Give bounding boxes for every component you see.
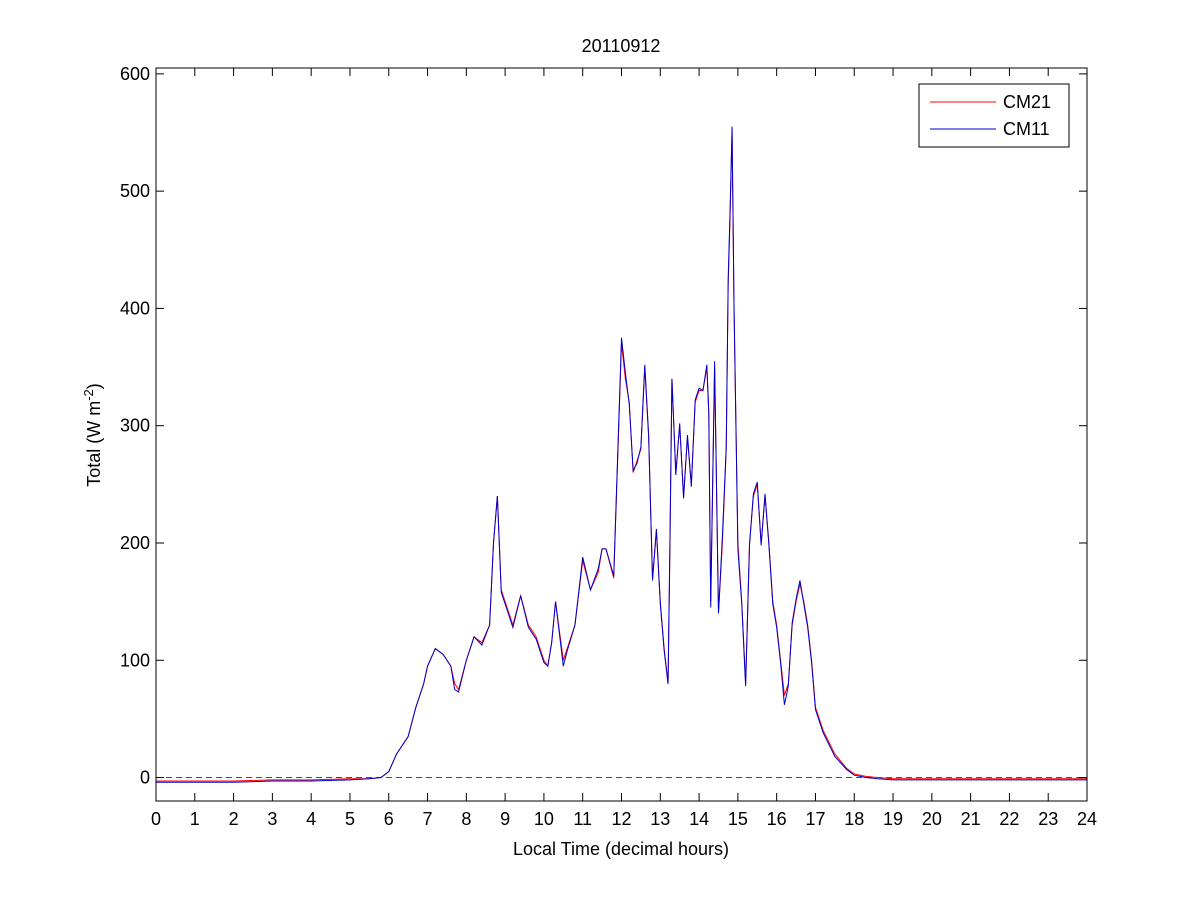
x-tick-label: 1 <box>190 809 200 829</box>
series-line-cm11 <box>156 126 1087 783</box>
x-tick-label: 21 <box>961 809 981 829</box>
x-tick-label: 10 <box>534 809 554 829</box>
x-tick-label: 22 <box>999 809 1019 829</box>
legend-box <box>918 83 1070 148</box>
x-axis-title: Local Time (decimal hours) <box>513 839 729 859</box>
chart-title: 20110912 <box>582 36 661 56</box>
x-tick-label: 4 <box>306 809 316 829</box>
x-tick-label: 6 <box>384 809 394 829</box>
x-tick-label: 14 <box>689 809 709 829</box>
x-tick-label: 23 <box>1038 809 1058 829</box>
tick-layer: 0 1 2 3 4 5 6 7 8 9 10 11 12 13 14 15 16 17 18 19 20 21 22 23 24… <box>120 64 1097 829</box>
x-tick-label: 2 <box>229 809 239 829</box>
plot-background <box>156 68 1087 801</box>
y-axis-title: Total (W m-2) <box>81 383 104 487</box>
y-tick-label: 600 <box>120 64 150 84</box>
x-tick-label: 16 <box>767 809 787 829</box>
x-tick-label: 17 <box>805 809 825 829</box>
x-tick-label: 12 <box>611 809 631 829</box>
legend-label-cm11: CM11 <box>1003 119 1050 139</box>
x-tick-label: 13 <box>650 809 670 829</box>
y-tick-label: 100 <box>120 650 150 670</box>
x-tick-label: 7 <box>423 809 433 829</box>
y-axis-title-main: Total (W m <box>84 401 104 487</box>
series-layer <box>156 126 1087 783</box>
y-axis-title-superscript: -2 <box>81 389 96 401</box>
y-tick-label: 300 <box>120 416 150 436</box>
x-tick-label: 8 <box>461 809 471 829</box>
x-tick-label: 15 <box>728 809 748 829</box>
legend: CM21 CM11 <box>918 83 1070 148</box>
x-tick-label: 5 <box>345 809 355 829</box>
y-tick-label: 500 <box>120 181 150 201</box>
x-tick-label: 11 <box>573 809 592 829</box>
x-tick-label: 18 <box>844 809 864 829</box>
y-axis-title-close: ) <box>84 383 104 389</box>
x-tick-label: 3 <box>267 809 277 829</box>
y-tick-label: 0 <box>140 768 150 788</box>
x-tick-label: 19 <box>883 809 903 829</box>
y-tick-label: 400 <box>120 298 150 318</box>
x-tick-label: 0 <box>151 809 161 829</box>
x-tick-label: 20 <box>922 809 942 829</box>
legend-label-cm21: CM21 <box>1003 92 1051 112</box>
x-tick-label: 9 <box>500 809 510 829</box>
y-tick-label: 200 <box>120 533 150 553</box>
x-tick-label: 24 <box>1077 809 1097 829</box>
